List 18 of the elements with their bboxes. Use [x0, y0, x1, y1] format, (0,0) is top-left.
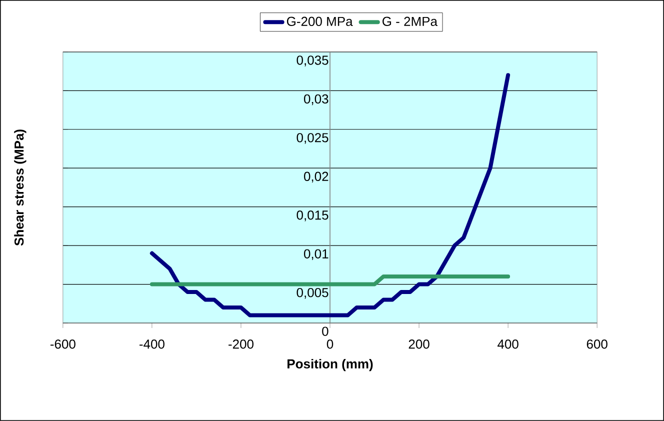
x-axis-title: Position (mm): [288, 358, 373, 372]
legend-label: G-200 MPa: [286, 16, 353, 26]
y-tick-label: 0,01: [304, 249, 328, 260]
x-tick-label: -400: [140, 340, 164, 349]
x-tick-label: 600: [586, 340, 608, 349]
y-tick-label: 0,02: [304, 172, 328, 183]
y-tick-label: 0,035: [296, 56, 328, 66]
y-tick-label: 0,03: [304, 94, 328, 106]
y-tick-label: 0: [322, 326, 328, 336]
y-axis-title: Shear stress (MPa): [14, 130, 26, 246]
y-tick-label: 0,005: [296, 288, 328, 299]
x-tick-label: 200: [408, 340, 430, 349]
x-tick-label: -600: [50, 340, 76, 349]
x-tick-label: 400: [498, 340, 518, 349]
legend-label: G - 2MPa: [382, 16, 438, 26]
x-tick-label: -200: [228, 340, 254, 349]
y-tick-label: 0,025: [296, 133, 328, 144]
y-tick-label: 0,015: [296, 210, 328, 222]
